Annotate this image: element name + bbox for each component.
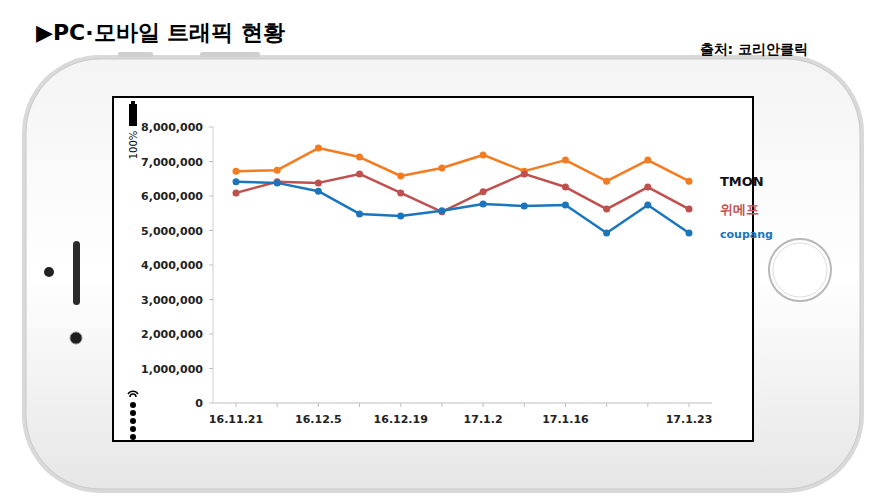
series-marker bbox=[686, 206, 693, 213]
phone-body bbox=[26, 59, 860, 489]
y-tick bbox=[209, 230, 213, 231]
series-marker bbox=[233, 168, 240, 175]
y-tick bbox=[209, 265, 213, 266]
home-button-ring bbox=[773, 243, 827, 297]
battery-text: 100% bbox=[128, 131, 139, 160]
y-tick-label: 6,000,000 bbox=[141, 190, 203, 203]
y-tick-label: 4,000,000 bbox=[141, 259, 203, 272]
series-marker bbox=[274, 179, 281, 186]
legend-label: coupang bbox=[720, 228, 773, 241]
series-marker bbox=[521, 203, 528, 210]
x-tick bbox=[524, 403, 525, 407]
x-tick-label: 17.1.2 bbox=[464, 413, 503, 426]
series-marker bbox=[644, 157, 651, 164]
y-tick bbox=[209, 299, 213, 300]
x-tick bbox=[277, 403, 278, 407]
series-line bbox=[236, 182, 689, 233]
x-tick bbox=[400, 403, 401, 407]
series-marker bbox=[562, 201, 569, 208]
y-tick-label: 3,000,000 bbox=[141, 294, 203, 307]
speaker bbox=[73, 241, 80, 305]
series-marker bbox=[274, 167, 281, 174]
series-marker bbox=[644, 184, 651, 191]
camera bbox=[70, 332, 82, 344]
y-tick bbox=[209, 334, 213, 335]
legend-label: TMON bbox=[720, 174, 764, 189]
series-marker bbox=[686, 178, 693, 185]
series-marker bbox=[644, 201, 651, 208]
series-marker bbox=[397, 172, 404, 179]
signal-dot bbox=[130, 402, 136, 408]
x-tick bbox=[483, 403, 484, 407]
series-marker bbox=[562, 184, 569, 191]
y-tick-label: 8,000,000 bbox=[141, 121, 203, 134]
home-button bbox=[769, 239, 831, 301]
series-marker bbox=[438, 165, 445, 172]
series-marker bbox=[356, 210, 363, 217]
series-marker bbox=[480, 200, 487, 207]
y-tick-label: 5,000,000 bbox=[141, 225, 203, 238]
phone-edge bbox=[22, 55, 864, 493]
screen bbox=[113, 97, 753, 441]
plot-area bbox=[233, 145, 693, 237]
x-tick bbox=[565, 403, 566, 407]
series-marker bbox=[603, 178, 610, 185]
series-marker bbox=[521, 170, 528, 177]
signal-dot bbox=[130, 410, 136, 416]
series-marker bbox=[233, 189, 240, 196]
series-marker bbox=[480, 188, 487, 195]
series-marker bbox=[315, 188, 322, 195]
y-tick bbox=[209, 403, 213, 404]
x-tick-label: 16.11.21 bbox=[209, 413, 263, 426]
y-tick-label: 1,000,000 bbox=[141, 363, 203, 376]
x-tick bbox=[606, 403, 607, 407]
x-tick-label: 17.1.23 bbox=[666, 413, 713, 426]
series-marker bbox=[397, 189, 404, 196]
series-marker bbox=[603, 206, 610, 213]
series-marker bbox=[315, 179, 322, 186]
wifi-icon bbox=[128, 391, 138, 397]
title: ▶PC·모바일 트래픽 현황 bbox=[36, 20, 285, 45]
battery bbox=[129, 104, 137, 126]
series-marker bbox=[397, 213, 404, 220]
y-tick-label: 2,000,000 bbox=[141, 328, 203, 341]
signal-dot bbox=[130, 418, 136, 424]
x-tick bbox=[647, 403, 648, 407]
page: 100% ▶PC·모바일 트래픽 현황출처: 코리안클릭 0 1,000,000 2,0… bbox=[0, 0, 876, 497]
signal-dot bbox=[130, 426, 136, 432]
series-marker bbox=[480, 151, 487, 158]
x-tick bbox=[689, 403, 690, 407]
sensor bbox=[44, 267, 54, 277]
x-tick bbox=[318, 403, 319, 407]
series-marker bbox=[356, 154, 363, 161]
y-tick-label: 0 bbox=[195, 397, 203, 410]
x-axis bbox=[213, 403, 712, 404]
source: 출처: 코리안클릭 bbox=[700, 41, 808, 57]
signal-dot bbox=[130, 434, 136, 440]
series-marker bbox=[562, 157, 569, 164]
legend-label: 위메프 bbox=[720, 202, 759, 217]
series-marker bbox=[315, 145, 322, 152]
y-tick-label: 7,000,000 bbox=[141, 156, 203, 169]
phone-button bbox=[118, 52, 153, 57]
battery-tip bbox=[131, 101, 135, 104]
y-tick bbox=[209, 368, 213, 369]
phone-button bbox=[200, 52, 260, 57]
series-marker bbox=[356, 170, 363, 177]
y-tick bbox=[209, 161, 213, 162]
series-marker bbox=[603, 229, 610, 236]
x-tick-label: 16.12.19 bbox=[374, 413, 428, 426]
x-tick bbox=[441, 403, 442, 407]
series-line bbox=[236, 148, 689, 181]
series-marker bbox=[686, 229, 693, 236]
x-tick-label: 16.12.5 bbox=[295, 413, 342, 426]
series-marker bbox=[233, 178, 240, 185]
series-marker bbox=[438, 207, 445, 214]
x-tick bbox=[236, 403, 237, 407]
y-tick bbox=[209, 196, 213, 197]
y-tick bbox=[209, 127, 213, 128]
x-tick bbox=[359, 403, 360, 407]
x-tick-label: 17.1.16 bbox=[542, 413, 589, 426]
